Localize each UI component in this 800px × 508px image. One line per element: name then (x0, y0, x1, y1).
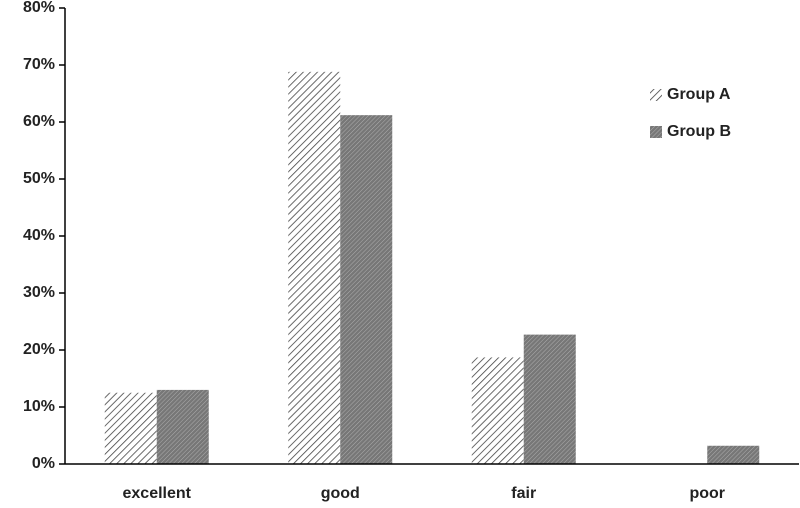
x-tick-label: excellent (123, 485, 192, 502)
y-tick-label: 70% (23, 56, 55, 73)
bar (288, 71, 341, 464)
legend-label: Group A (667, 86, 731, 103)
legend-swatch (650, 126, 662, 138)
x-tick-label: good (321, 485, 360, 502)
x-tick-label: poor (689, 485, 725, 502)
y-tick-label: 60% (23, 113, 55, 130)
legend-swatch (650, 89, 662, 101)
bar (707, 445, 760, 464)
bar (471, 357, 524, 464)
y-tick-label: 0% (32, 455, 55, 472)
bar (104, 392, 157, 464)
y-tick-label: 30% (23, 284, 55, 301)
y-tick-label: 80% (23, 0, 55, 16)
y-tick-label: 20% (23, 341, 55, 358)
bar (523, 334, 576, 464)
y-tick-label: 10% (23, 398, 55, 415)
y-tick-label: 40% (23, 227, 55, 244)
bar (340, 115, 393, 464)
legend-label: Group B (667, 123, 731, 140)
x-tick-label: fair (511, 485, 536, 502)
y-tick-label: 50% (23, 170, 55, 187)
bar (156, 389, 209, 464)
